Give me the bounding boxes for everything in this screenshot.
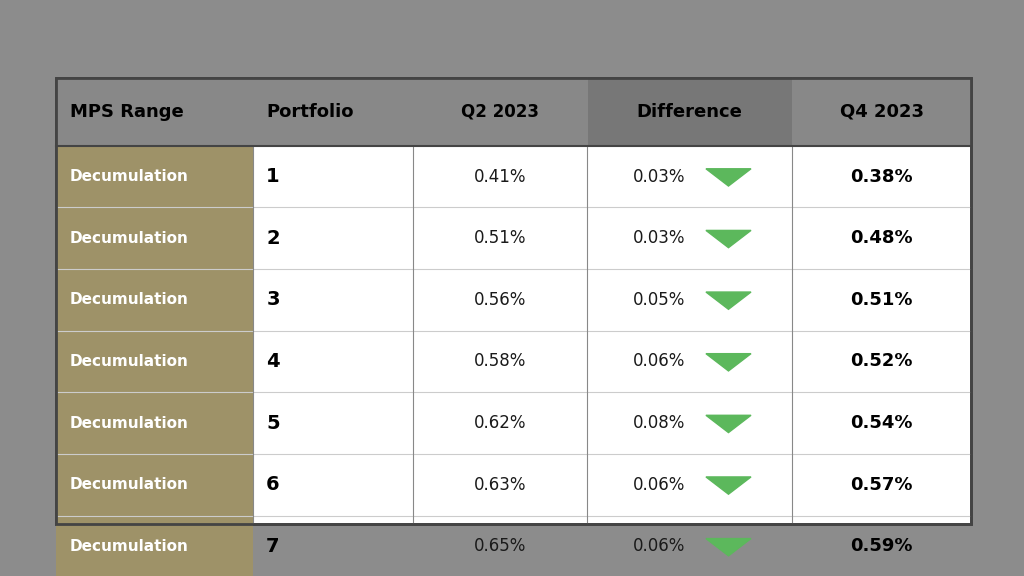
Bar [56, 78, 971, 524]
Text: Decumulation: Decumulation [70, 539, 188, 554]
Text: Q2 2023: Q2 2023 [461, 103, 539, 121]
Bar [56, 269, 253, 331]
Bar [587, 78, 793, 146]
Text: 0.05%: 0.05% [633, 291, 685, 309]
Bar [56, 331, 253, 392]
Text: Q4 2023: Q4 2023 [840, 103, 924, 121]
Text: 0.51%: 0.51% [473, 229, 526, 247]
Polygon shape [706, 415, 751, 433]
Text: 0.51%: 0.51% [850, 291, 912, 309]
Text: 0.48%: 0.48% [850, 229, 913, 247]
Polygon shape [706, 354, 751, 371]
Text: 4: 4 [266, 352, 280, 371]
Text: MPS Range: MPS Range [70, 103, 183, 121]
Text: 0.65%: 0.65% [474, 537, 526, 555]
Text: 6: 6 [266, 475, 280, 494]
Bar [56, 516, 253, 576]
Text: 0.54%: 0.54% [850, 414, 912, 432]
Polygon shape [706, 539, 751, 556]
Text: Decumulation: Decumulation [70, 230, 188, 246]
Polygon shape [706, 169, 751, 186]
Text: 1: 1 [266, 167, 280, 186]
Text: 0.03%: 0.03% [633, 168, 685, 185]
Text: Difference: Difference [637, 103, 742, 121]
Polygon shape [706, 477, 751, 494]
Text: 0.41%: 0.41% [473, 168, 526, 185]
Polygon shape [706, 292, 751, 309]
Bar [56, 146, 253, 207]
Bar [253, 78, 413, 146]
Text: Decumulation: Decumulation [70, 169, 188, 184]
Text: Portfolio: Portfolio [266, 103, 353, 121]
Text: 0.58%: 0.58% [474, 353, 526, 370]
Text: Decumulation: Decumulation [70, 415, 188, 431]
Text: 0.59%: 0.59% [850, 537, 912, 555]
Text: 0.06%: 0.06% [633, 353, 685, 370]
Bar [793, 78, 971, 146]
Bar [56, 78, 971, 524]
Text: 0.38%: 0.38% [850, 168, 913, 185]
Text: Decumulation: Decumulation [70, 477, 188, 492]
Text: 3: 3 [266, 290, 280, 309]
Text: 0.06%: 0.06% [633, 476, 685, 494]
Text: 0.56%: 0.56% [474, 291, 526, 309]
Text: 0.62%: 0.62% [473, 414, 526, 432]
Text: 0.57%: 0.57% [850, 476, 912, 494]
Text: 0.06%: 0.06% [633, 537, 685, 555]
Bar [413, 78, 587, 146]
Bar [56, 207, 253, 269]
Polygon shape [706, 230, 751, 248]
Bar [56, 392, 253, 454]
Text: 2: 2 [266, 229, 280, 248]
Text: 0.63%: 0.63% [473, 476, 526, 494]
Text: 7: 7 [266, 537, 280, 556]
Text: Decumulation: Decumulation [70, 354, 188, 369]
Bar [56, 454, 253, 516]
Text: 0.03%: 0.03% [633, 229, 685, 247]
Text: 5: 5 [266, 414, 280, 433]
Bar [56, 78, 253, 146]
Text: 0.08%: 0.08% [633, 414, 685, 432]
Text: 0.52%: 0.52% [850, 353, 912, 370]
Text: Decumulation: Decumulation [70, 292, 188, 308]
